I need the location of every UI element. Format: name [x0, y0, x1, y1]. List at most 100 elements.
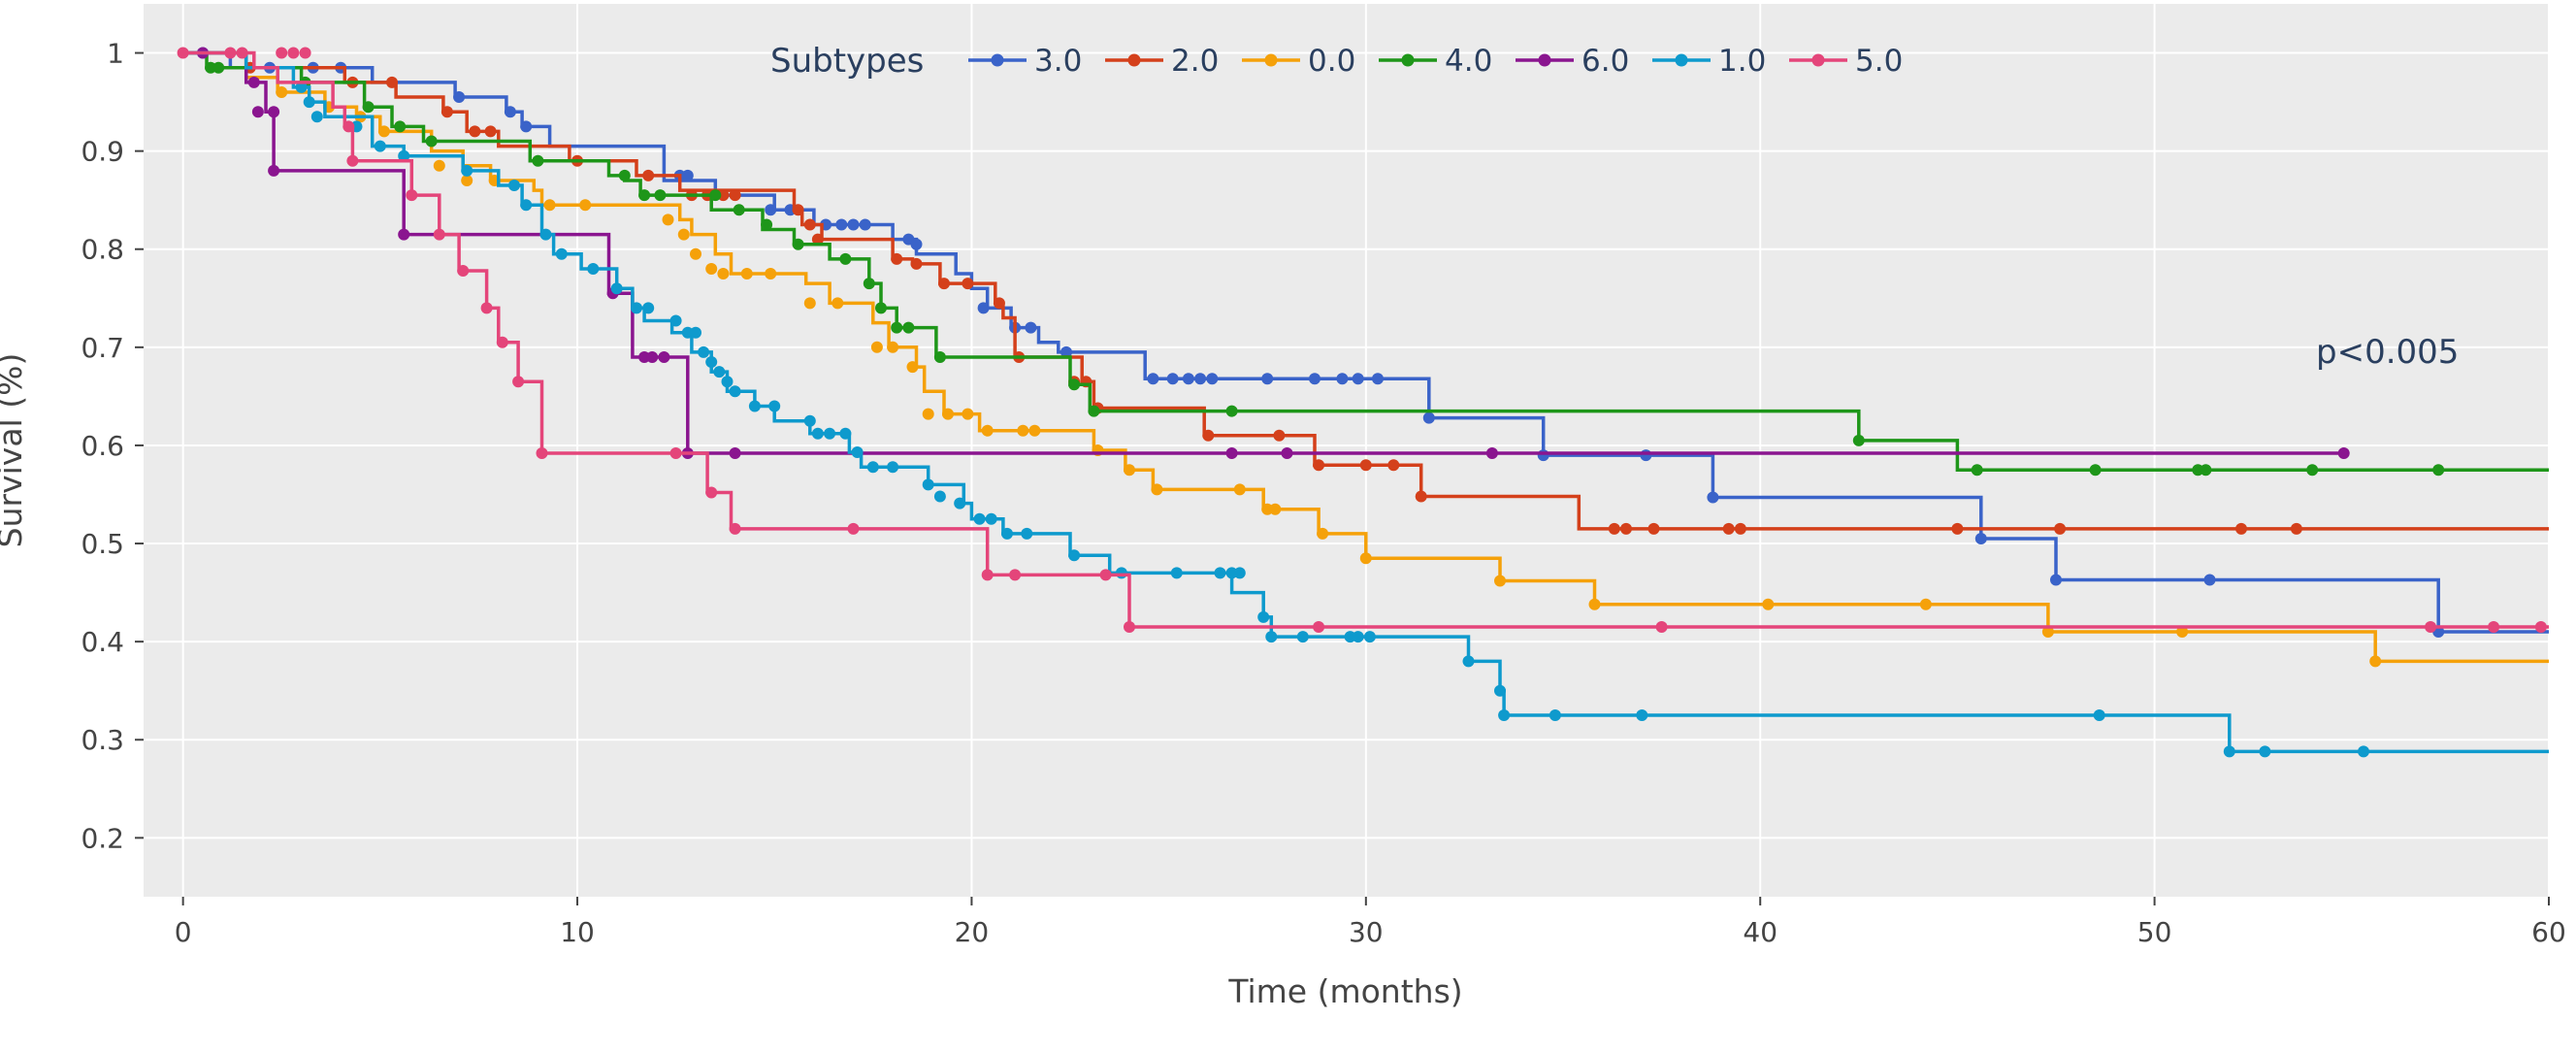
series-layer [177, 47, 2549, 758]
censor-marker [2041, 626, 2054, 638]
plot-background [144, 4, 2549, 897]
censor-marker [922, 408, 934, 420]
y-tick-label: 0.3 [81, 724, 124, 756]
censor-marker [1549, 709, 1561, 721]
grid-lines [144, 4, 2550, 897]
censor-marker [398, 149, 410, 162]
censor-marker [484, 125, 497, 138]
censor-marker [2358, 745, 2369, 758]
censor-marker [729, 447, 741, 459]
censor-marker [1233, 567, 1246, 579]
y-tick-label: 0.2 [81, 822, 124, 854]
censor-marker [251, 106, 264, 118]
censor-marker [247, 76, 260, 88]
censor-marker [536, 447, 548, 459]
censor-marker [1028, 424, 1041, 437]
censor-marker [681, 326, 694, 339]
censor-marker [555, 247, 568, 260]
censor-marker [1309, 373, 1321, 385]
censor-marker [2306, 464, 2319, 477]
censor-marker [1225, 405, 1238, 417]
censor-marker [863, 278, 875, 290]
censor-marker [1608, 522, 1620, 535]
censor-marker [1359, 459, 1372, 472]
censor-marker [1462, 655, 1475, 668]
censor-marker [1182, 373, 1194, 385]
censor-marker [654, 189, 667, 202]
censor-marker [891, 321, 903, 334]
censor-marker [1317, 527, 1329, 540]
censor-marker [792, 238, 804, 250]
censor-marker [504, 106, 516, 118]
censor-marker [406, 189, 418, 202]
censor-marker [658, 351, 670, 363]
censor-marker [985, 512, 997, 525]
censor-marker [398, 228, 410, 241]
censor-marker [1422, 411, 1435, 424]
censor-marker [1147, 373, 1159, 385]
censor-marker [224, 47, 237, 59]
legend-label: 3.0 [1034, 44, 1082, 79]
y-tick-label: 0.9 [81, 136, 124, 168]
legend-item-6.0: 6.0 [1516, 44, 1629, 79]
censor-marker [1415, 490, 1427, 503]
x-tick-label: 20 [955, 916, 990, 948]
y-tick-label: 0.6 [81, 430, 124, 462]
y-axis-ticks: 0.2 0.3 0.4 0.5 0.6 0.7 0.8 0.9 1 [81, 38, 144, 854]
x-tick-label: 60 [2531, 916, 2566, 948]
censor-marker [1655, 621, 1668, 633]
censor-marker [922, 478, 934, 491]
legend-swatch-marker [1264, 53, 1278, 67]
censor-marker [713, 366, 726, 378]
censor-marker [2203, 574, 2216, 586]
censor-marker [386, 76, 398, 88]
censor-marker [374, 140, 386, 152]
censor-marker [1273, 429, 1286, 442]
censor-marker [539, 228, 552, 241]
series-line [182, 50, 2549, 629]
censor-marker [1919, 598, 1932, 610]
censor-marker [532, 154, 544, 167]
censor-marker [2534, 621, 2547, 633]
censor-marker [1099, 569, 1112, 581]
censor-marker [1296, 631, 1309, 643]
censor-marker [717, 268, 730, 279]
censor-marker [887, 461, 899, 474]
censor-marker [1352, 373, 1364, 385]
censor-marker [642, 302, 655, 314]
censor-marker [902, 321, 915, 334]
legend-item-5.0: 5.0 [1789, 44, 1903, 79]
censor-marker [433, 159, 445, 172]
legend-item-1.0: 1.0 [1652, 44, 1766, 79]
censor-marker [1359, 552, 1372, 565]
censor-marker [1225, 567, 1238, 579]
censor-marker [342, 120, 355, 133]
censor-marker [268, 106, 280, 118]
censor-marker [733, 204, 745, 216]
censor-marker [973, 512, 986, 525]
legend-swatch-marker [1538, 53, 1551, 67]
censor-marker [981, 569, 994, 581]
legend-label: 2.0 [1171, 44, 1219, 79]
x-tick-label: 0 [175, 916, 192, 948]
censor-marker [299, 47, 311, 59]
censor-marker [512, 376, 525, 388]
censor-marker [835, 218, 848, 231]
legend-item-0.0: 0.0 [1242, 44, 1355, 79]
censor-marker [579, 199, 592, 212]
censor-marker [1363, 631, 1376, 643]
censor-marker [2369, 655, 2382, 668]
censor-marker [1313, 459, 1325, 472]
x-tick-label: 30 [1349, 916, 1384, 948]
censor-marker [1202, 429, 1215, 442]
censor-marker [933, 351, 946, 363]
censor-marker [2223, 745, 2235, 758]
censor-marker [2200, 464, 2212, 477]
censor-marker [1124, 621, 1135, 633]
censor-marker [1852, 434, 1865, 446]
censor-marker [2337, 447, 2350, 459]
censor-marker [765, 204, 777, 216]
censor-marker [2235, 522, 2247, 535]
censor-marker [698, 345, 710, 358]
